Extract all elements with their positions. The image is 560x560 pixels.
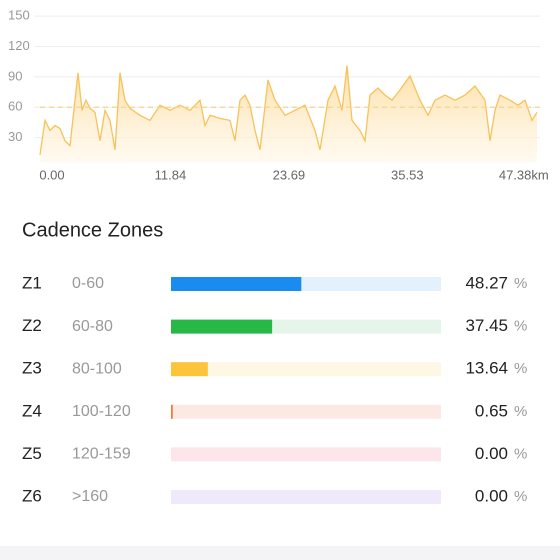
x-tick-label: 11.84 [155, 167, 187, 182]
zone-bar [171, 362, 208, 377]
zone-range: >160 [72, 488, 108, 505]
zone-range: 100-120 [72, 403, 131, 420]
zone-bar [171, 404, 173, 419]
zone-unit: % [514, 275, 527, 292]
area-line [39, 65, 538, 155]
zone-name: Z4 [22, 401, 42, 420]
zones-title: Cadence Zones [22, 219, 163, 241]
zone-track [171, 490, 441, 504]
zone-range: 0-60 [72, 275, 104, 292]
zone-bar [171, 277, 302, 291]
zone-name: Z6 [22, 486, 42, 505]
zone-percent: 13.64 [465, 359, 508, 378]
zone-percent: 0.00 [475, 444, 508, 463]
x-tick-label: 23.69 [273, 167, 306, 182]
zone-percent: 0.00 [475, 486, 508, 505]
zone-percent: 0.65 [475, 401, 508, 420]
zone-unit: % [514, 360, 527, 377]
zone-track [171, 447, 441, 462]
zone-percent: 37.45 [465, 316, 508, 335]
zone-percent: 48.27 [465, 273, 508, 292]
y-tick-label: 90 [8, 68, 22, 83]
y-tick-label: 60 [8, 99, 22, 114]
zone-name: Z1 [22, 273, 42, 292]
zone-name: Z3 [22, 359, 42, 378]
y-tick-label: 120 [8, 38, 30, 53]
zone-track [171, 362, 441, 377]
zone-range: 120-159 [72, 446, 131, 463]
zone-range: 80-100 [72, 360, 122, 377]
x-tick-label: 47.38km [499, 167, 549, 182]
zone-name: Z5 [22, 444, 42, 463]
zone-unit: % [514, 403, 527, 420]
zone-unit: % [514, 318, 527, 335]
y-tick-label: 30 [8, 129, 22, 144]
zone-name: Z2 [22, 316, 42, 335]
x-tick-label: 35.53 [391, 167, 424, 182]
x-tick-label: 0.00 [39, 167, 64, 182]
bottom-strip [0, 546, 560, 560]
zone-bar [171, 319, 273, 334]
zone-track [171, 404, 441, 419]
y-tick-label: 150 [8, 8, 30, 23]
zone-range: 60-80 [72, 318, 113, 335]
zone-unit: % [514, 445, 527, 462]
zone-unit: % [514, 488, 527, 505]
